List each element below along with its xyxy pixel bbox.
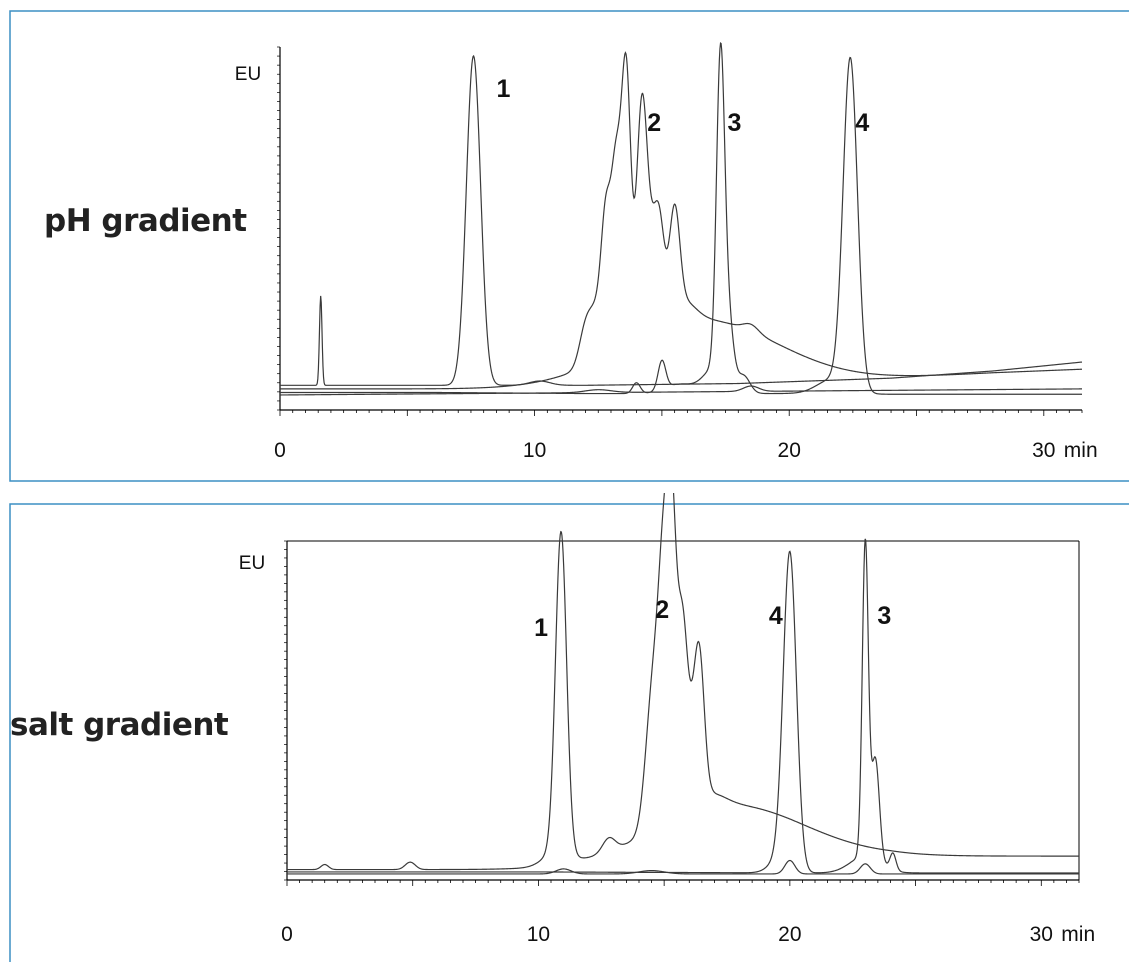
peak-label-2: 2 <box>655 596 669 624</box>
chromatogram-trace-3 <box>280 42 1082 395</box>
peak-label-3: 3 <box>877 602 891 630</box>
peak-label-4: 4 <box>855 109 869 137</box>
x-unit-label: min <box>1061 923 1095 946</box>
x-tick-label: 0 <box>274 439 286 462</box>
x-tick-label: 10 <box>527 923 550 946</box>
chromatogram-salt-gradient: 0 10 20 30 min EU 1 2 4 3 <box>239 493 1095 946</box>
panel-title: salt gradient <box>10 707 229 743</box>
x-tick-label: 10 <box>523 439 546 462</box>
y-axis-label: EU <box>235 64 261 85</box>
chart-panel-salt: salt gradient 0 10 20 30 min EU 1 2 4 3 <box>0 493 1129 962</box>
x-tick-label: 20 <box>778 439 801 462</box>
x-tick-label: 20 <box>778 923 801 946</box>
chromatogram-trace-2 <box>280 51 1083 390</box>
chromatogram-trace-2 <box>287 538 1079 874</box>
y-axis-label: EU <box>239 553 265 574</box>
peak-label-2: 2 <box>647 109 661 137</box>
panel-title: pH gradient <box>44 203 247 239</box>
chromatogram-ph-gradient: 0 10 20 30 min EU 1 2 3 4 <box>235 42 1098 462</box>
chart-panel-ph: pH gradient 0 10 20 30 min EU 1 2 3 4 <box>9 10 1129 482</box>
peak-label-1: 1 <box>497 75 511 103</box>
peak-label-4: 4 <box>769 602 783 630</box>
x-unit-label: min <box>1064 439 1098 462</box>
panel-frame <box>9 503 1129 962</box>
peak-label-3: 3 <box>728 109 742 137</box>
chromatogram-trace-3 <box>287 859 1079 875</box>
panel-frame <box>9 10 1129 482</box>
x-tick-label: 30 <box>1032 439 1055 462</box>
chromatogram-trace-1 <box>287 493 1079 871</box>
chromatogram-trace-4 <box>279 385 1082 396</box>
x-tick-label: 0 <box>281 923 293 946</box>
chromatogram-trace-1 <box>280 54 1083 386</box>
peak-label-1: 1 <box>534 614 548 642</box>
x-tick-label: 30 <box>1030 923 1053 946</box>
